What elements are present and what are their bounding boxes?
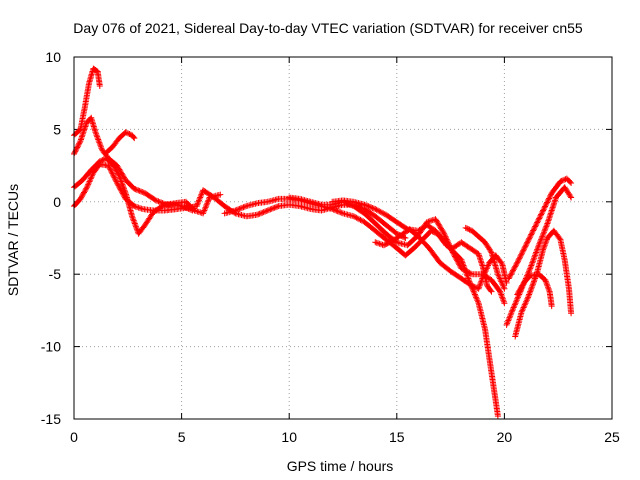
plus-markers-arc-b xyxy=(71,114,196,214)
y-tick-label: 10 xyxy=(45,49,61,65)
y-tick-label: -5 xyxy=(49,266,62,282)
y-tick-label: 5 xyxy=(53,121,61,137)
y-tick-label: 0 xyxy=(53,194,61,210)
plus-markers-arc-l xyxy=(505,175,575,282)
plot-frame xyxy=(73,56,613,420)
x-tick-label: 10 xyxy=(281,429,297,445)
series-arc-n xyxy=(514,271,555,310)
y-tick-labels: -15 -10 -5 0 5 10 xyxy=(41,49,61,427)
x-tick-label: 25 xyxy=(604,429,620,445)
chart-title: Day 076 of 2021, Sidereal Day-to-day VTE… xyxy=(73,20,583,36)
series-arc-l xyxy=(505,175,575,282)
series-arc-a xyxy=(71,65,103,139)
y-tick-label: -15 xyxy=(41,411,61,427)
x-tick-label: 20 xyxy=(497,429,513,445)
x-tick-labels: 0 5 10 15 20 25 xyxy=(70,429,620,445)
series-arc-j xyxy=(462,224,508,292)
y-axis-label: SDTVAR / TECUs xyxy=(5,184,21,296)
y-tick-label: -10 xyxy=(41,339,61,355)
plus-markers-arc-i xyxy=(372,226,510,292)
x-ticks xyxy=(73,57,613,419)
x-tick-label: 5 xyxy=(178,429,186,445)
plus-markers-arc-a xyxy=(71,65,103,139)
series-arc-i xyxy=(372,226,510,292)
plus-markers-arc-j xyxy=(462,224,508,292)
data-marks xyxy=(71,65,575,420)
gridlines xyxy=(74,57,612,419)
series-arc-h xyxy=(329,197,501,420)
x-tick-label: 15 xyxy=(389,429,405,445)
series-arc-e xyxy=(103,129,138,156)
x-axis-label: GPS time / hours xyxy=(287,458,394,474)
series-arc-b xyxy=(71,114,196,214)
plus-markers-arc-e xyxy=(103,129,138,156)
plus-markers-arc-n xyxy=(514,271,555,310)
series-arc-m xyxy=(512,227,575,340)
plus-markers-arc-m xyxy=(512,227,575,340)
x-tick-label: 0 xyxy=(70,429,78,445)
y-ticks xyxy=(74,56,612,420)
plus-markers-arc-h xyxy=(329,197,501,420)
